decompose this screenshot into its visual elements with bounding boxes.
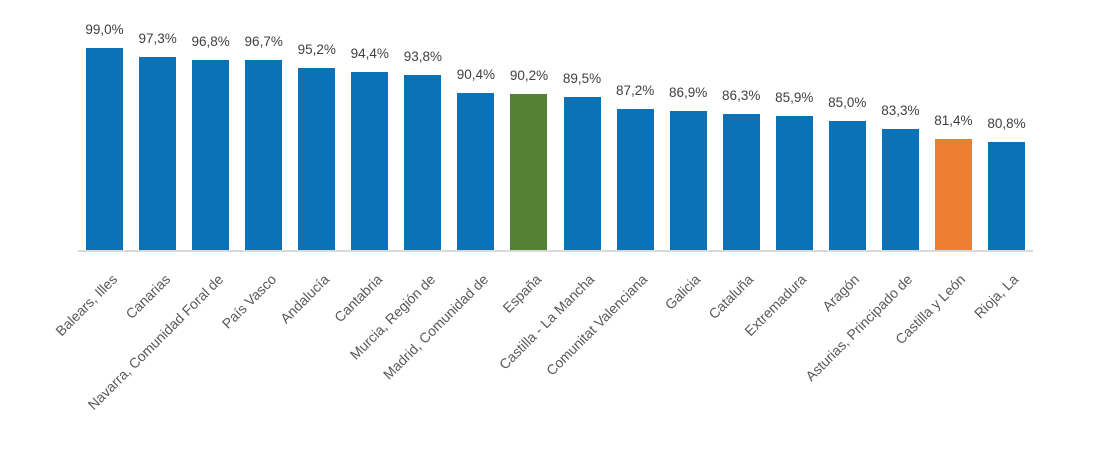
bar-value-label: 80,8% (987, 116, 1026, 132)
bar (669, 110, 707, 250)
bar (457, 92, 495, 250)
bar (987, 142, 1025, 250)
bar-value-label: 87,2% (615, 83, 655, 99)
bar-value-label: 85,9% (775, 89, 814, 105)
bar (722, 113, 760, 250)
bar-value-label: 83,3% (881, 103, 920, 119)
bar-value-label: 93,8% (403, 49, 442, 65)
bar (245, 60, 283, 250)
bar (775, 115, 813, 250)
bar-value-label: 90,2% (509, 67, 549, 83)
bar (934, 139, 972, 250)
bar (139, 56, 177, 250)
x-axis-line (78, 250, 1033, 252)
bar-value-label: 99,0% (85, 22, 124, 38)
bar-value-label: 86,9% (668, 84, 708, 100)
bar (563, 97, 601, 250)
bar (192, 59, 230, 250)
bar (86, 48, 124, 250)
bar (404, 75, 442, 250)
bar (510, 93, 548, 250)
bar-value-label: 81,4% (934, 113, 973, 129)
bar-value-label: 85,0% (828, 94, 867, 110)
bar (298, 67, 336, 250)
bar-value-label: 97,3% (138, 30, 177, 46)
bar-value-label: 90,4% (456, 66, 496, 82)
bar (351, 71, 389, 250)
bar (828, 120, 866, 250)
bar-value-label: 96,7% (244, 34, 283, 50)
bar-value-label: 96,8% (191, 33, 230, 49)
bar-value-label: 86,3% (722, 87, 761, 103)
bar-value-label: 94,4% (350, 45, 389, 61)
bar-value-label: 95,2% (297, 41, 336, 57)
bar (616, 109, 654, 250)
bar (881, 129, 919, 250)
bar-value-label: 89,5% (562, 71, 602, 87)
